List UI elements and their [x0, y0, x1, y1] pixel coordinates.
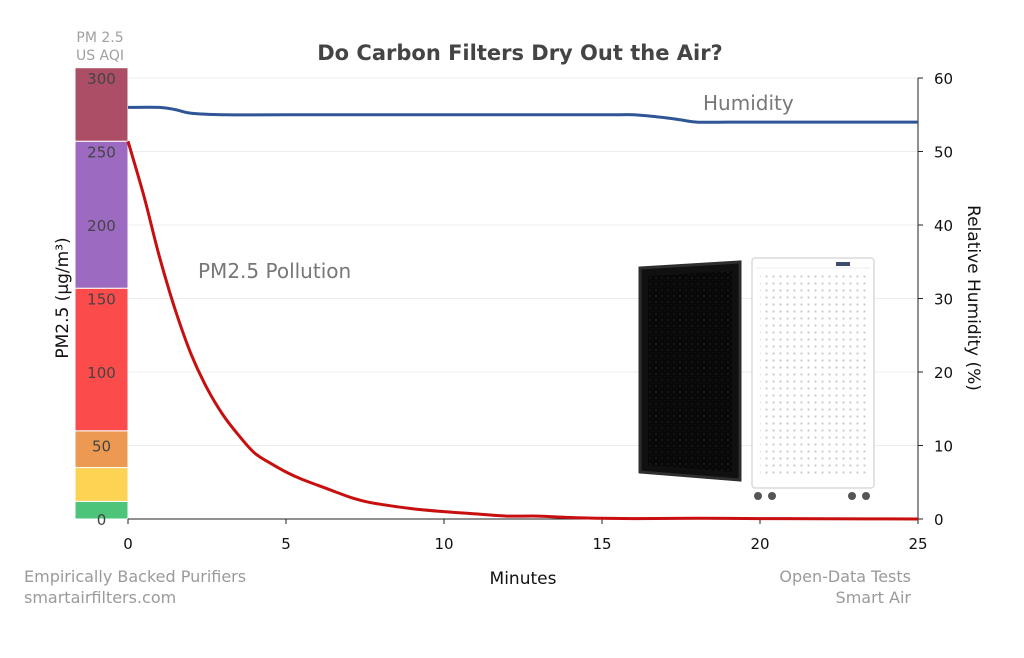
y-right-tick-label: 30: [934, 291, 953, 309]
humidity-series-line: [127, 105, 918, 124]
x-tick-label: 10: [434, 535, 453, 553]
aqi-band: [74, 287, 129, 432]
x-tick-label: 25: [908, 535, 927, 553]
y-right-tick-label: 40: [934, 217, 953, 235]
aqi-band-label: 0: [97, 511, 107, 529]
aqi-band-label: 300: [87, 70, 116, 88]
x-tick-label: 5: [281, 535, 291, 553]
y-axis-label-right: Relative Humidity (%): [963, 205, 983, 391]
y-right-tick-label: 50: [934, 144, 953, 162]
y-right-tick-label: 60: [934, 70, 953, 88]
footer-right-line-1: Open-Data Tests: [779, 567, 911, 586]
air-purifier-image: [751, 257, 875, 500]
pm25-series-annotation: PM2.5 Pollution: [198, 259, 351, 283]
x-tick-label: 20: [750, 535, 769, 553]
footer-left-line-1: Empirically Backed Purifiers: [24, 567, 247, 586]
aqi-band: [74, 467, 129, 502]
footer-right: Open-Data Tests Smart Air: [779, 566, 911, 608]
x-axis: 0 5 10 15 20 25: [123, 518, 928, 553]
y-right-tick-label: 20: [934, 364, 953, 382]
x-tick-label: 15: [592, 535, 611, 553]
chart-title: Do Carbon Filters Dry Out the Air?: [317, 41, 723, 65]
aqi-band-label: 50: [92, 438, 111, 456]
aqi-band-label: 250: [87, 144, 116, 162]
aqi-band: [74, 140, 129, 289]
purifier-illustration: [638, 257, 875, 500]
aqi-band-label: 150: [87, 291, 116, 309]
aqi-scale: 0 50 100 200 250 150 300: [74, 67, 129, 529]
footer-left-line-2: smartairfilters.com: [24, 588, 177, 607]
y-axis-label-left: PM2.5 (µg/m³): [53, 237, 73, 358]
aqi-band-label: 200: [87, 217, 116, 235]
footer-right-line-2: Smart Air: [835, 588, 911, 607]
aqi-band: [74, 67, 129, 142]
footer-left: Empirically Backed Purifiers smartairfil…: [24, 566, 246, 608]
x-axis-label: Minutes: [490, 569, 557, 589]
humidity-series-annotation: Humidity: [703, 91, 794, 115]
aqi-header-line-1: PM 2.5: [76, 30, 123, 46]
right-axis: 0 10 20 30 40 50 60: [917, 70, 953, 529]
aqi-band-label: 100: [87, 364, 116, 382]
pm25-series-line: [126, 140, 919, 521]
x-tick-label: 0: [123, 535, 133, 553]
aqi-header-line-2: US AQI: [76, 48, 124, 64]
carbon-filter-image: [638, 260, 742, 482]
y-right-tick-label: 10: [934, 438, 953, 456]
y-right-tick-label: 0: [934, 511, 944, 529]
